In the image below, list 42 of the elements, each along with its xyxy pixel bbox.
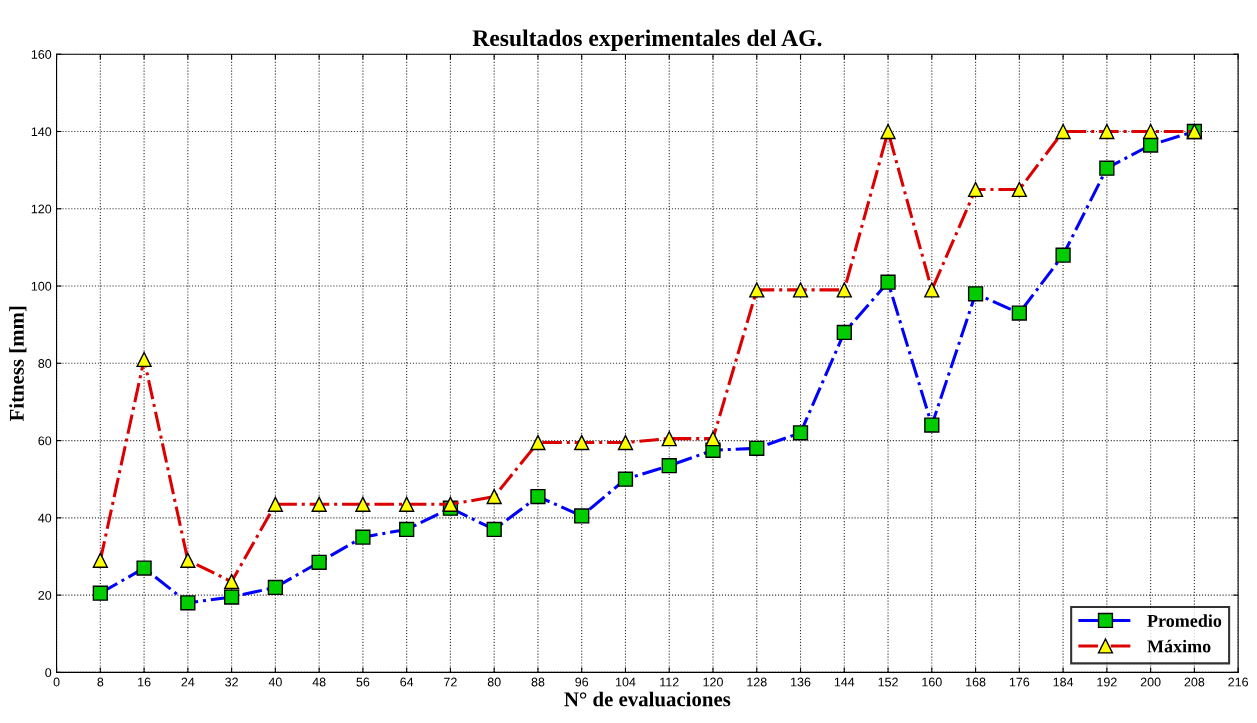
x-tick-label: 80 (487, 677, 501, 687)
x-tick-label: 8 (97, 677, 104, 687)
x-tick-label: 152 (878, 677, 898, 687)
y-axis-title: Fitness [mm] (9, 306, 27, 422)
y-tick-label: 40 (38, 513, 52, 523)
x-tick-label: 136 (791, 677, 811, 687)
x-tick-label: 208 (1184, 677, 1205, 687)
x-tick-label: 48 (312, 677, 326, 687)
x-tick-label: 16 (138, 677, 151, 687)
y-tick-label: 100 (31, 281, 52, 291)
x-tick-label: 56 (356, 677, 370, 687)
x-tick-label: 144 (834, 677, 855, 687)
x-tick-label: 184 (1053, 677, 1074, 687)
legend-label: Promedio (1147, 614, 1222, 627)
x-tick-label: 112 (660, 677, 679, 687)
y-tick-label: 160 (31, 50, 52, 59)
y-tick-label: 80 (38, 359, 52, 368)
y-tick-label: 0 (45, 668, 52, 678)
legend-label: Máximo (1147, 639, 1211, 653)
y-tick-label: 60 (38, 436, 52, 446)
x-tick-label: 192 (1097, 677, 1117, 687)
x-tick-label: 200 (1140, 677, 1161, 687)
y-tick-label: 120 (31, 204, 52, 214)
x-tick-label: 128 (747, 677, 767, 687)
x-tick-label: 216 (1228, 677, 1249, 687)
x-tick-label: 88 (531, 677, 545, 687)
x-tick-label: 160 (922, 677, 942, 687)
x-tick-label: 40 (268, 677, 282, 687)
x-tick-label: 96 (575, 677, 589, 687)
x-axis-title: N° de evaluaciones (564, 691, 731, 707)
y-tick-label: 20 (38, 590, 52, 600)
x-tick-label: 120 (703, 677, 723, 687)
x-tick-label: 72 (444, 677, 457, 687)
x-tick-label: 0 (53, 677, 60, 687)
x-tick-label: 168 (966, 677, 986, 687)
y-tick-label: 140 (31, 127, 52, 137)
x-tick-label: 24 (181, 677, 195, 687)
x-tick-label: 104 (616, 677, 636, 687)
x-tick-label: 64 (400, 677, 414, 687)
x-tick-label: 32 (225, 677, 238, 687)
chart-title: Resultados experimentales del AG. (472, 29, 822, 51)
x-tick-label: 176 (1009, 677, 1030, 687)
